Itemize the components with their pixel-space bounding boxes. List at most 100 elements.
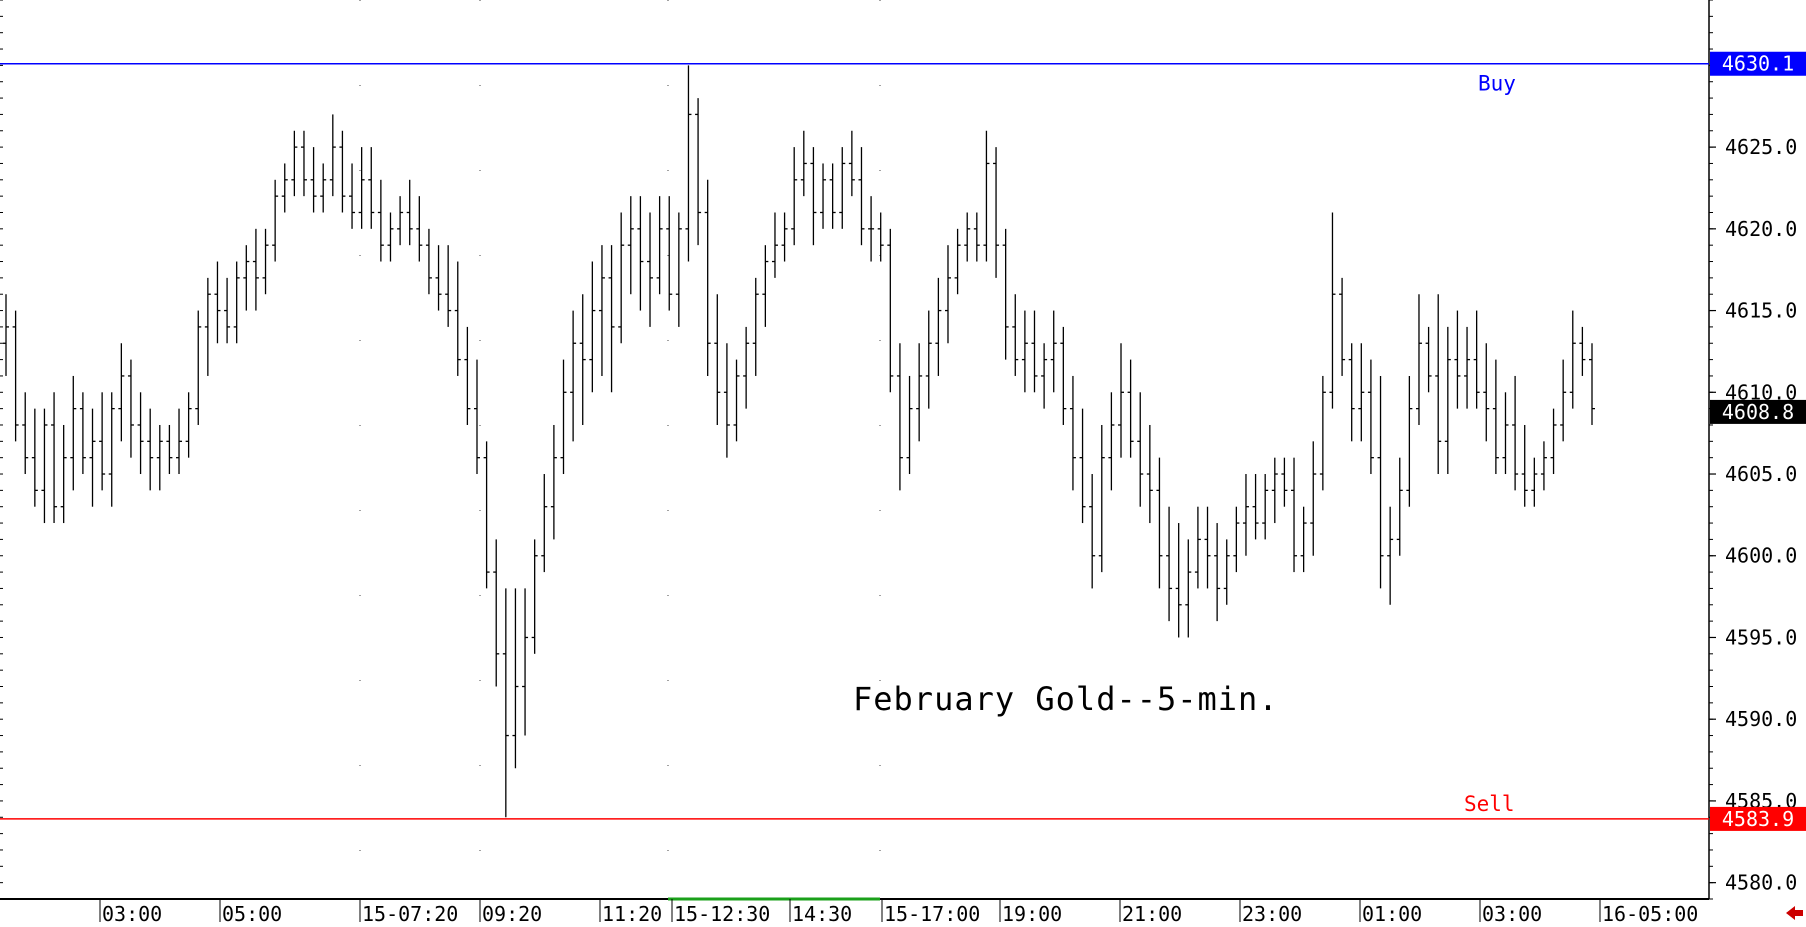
ohlc-bar xyxy=(1483,343,1490,442)
ohlc-bar xyxy=(1041,343,1048,409)
x-tick-label: 15-12:30 xyxy=(674,902,770,926)
ohlc-bar xyxy=(51,392,58,524)
buy-label: Buy xyxy=(1478,72,1516,96)
x-tick-label: 19:00 xyxy=(1002,902,1062,926)
ohlc-bar xyxy=(1002,228,1009,360)
ohlc-bar xyxy=(877,212,884,262)
ohlc-bar xyxy=(1473,310,1480,409)
ohlc-bar xyxy=(714,294,721,425)
ohlc-bar xyxy=(983,130,990,262)
ohlc-bar xyxy=(1319,375,1326,491)
ohlc-bar xyxy=(810,147,817,246)
ohlc-bar xyxy=(1358,343,1365,442)
ohlc-bar xyxy=(358,147,365,229)
sell-label: Sell xyxy=(1464,792,1515,816)
ohlc-bar xyxy=(560,359,567,475)
ohlc-bar xyxy=(762,245,769,327)
ohlc-bar xyxy=(522,588,529,736)
ohlc-bar xyxy=(733,359,740,442)
ohlc-bar xyxy=(541,474,548,573)
ohlc-bar xyxy=(589,261,596,393)
ohlc-bar xyxy=(1079,408,1086,524)
x-tick-label: 09:20 xyxy=(482,902,542,926)
ohlc-bar xyxy=(935,277,942,376)
ohlc-bar xyxy=(262,228,269,295)
ohlc-bar xyxy=(243,245,250,311)
ohlc-bar xyxy=(868,196,875,262)
ohlc-bar xyxy=(647,212,654,327)
ohlc-bar xyxy=(1569,310,1576,409)
ohlc-bar xyxy=(502,588,509,818)
ohlc-bar xyxy=(570,310,577,442)
x-tick-label: 03:00 xyxy=(1482,902,1542,926)
ohlc-bar xyxy=(300,130,307,197)
ohlc-bar xyxy=(743,326,750,409)
ohlc-bar xyxy=(1435,294,1442,475)
x-tick-label: 03:00 xyxy=(102,902,162,926)
ohlc-bar xyxy=(771,212,778,278)
ohlc-bar xyxy=(1050,310,1057,393)
y-tick-label: 4625.0 xyxy=(1725,135,1797,159)
ohlc-bar xyxy=(1589,343,1595,425)
ohlc-bar xyxy=(1089,474,1096,589)
ohlc-bar xyxy=(416,196,423,262)
ohlc-bar xyxy=(1300,506,1307,573)
ohlc-bar xyxy=(791,147,798,246)
ohlc-bar xyxy=(1531,457,1538,507)
x-axis: 03:00 05:00 15-07:20 09:20 11:20 15-12:30 14:3… xyxy=(99,899,1698,926)
ohlc-bar xyxy=(637,196,644,311)
ohlc-bar xyxy=(329,114,336,197)
ohlc-bar xyxy=(1425,326,1432,393)
ohlc-bar xyxy=(954,228,961,295)
ohlc-bar xyxy=(291,130,298,197)
ohlc-bar xyxy=(598,245,605,376)
ohlc-bar xyxy=(973,212,980,262)
ohlc-bar xyxy=(1223,539,1230,605)
ohlc-bar xyxy=(1377,375,1384,589)
ohlc-bar xyxy=(339,130,346,213)
ohlc-bar xyxy=(964,212,971,262)
ohlc-bar xyxy=(1579,326,1586,376)
ohlc-bar xyxy=(1406,375,1413,507)
y-tick-label: 4605.0 xyxy=(1725,462,1797,486)
ohlc-bar xyxy=(473,359,480,475)
ohlc-bar xyxy=(704,179,711,376)
ohlc-bar xyxy=(31,408,38,507)
ohlc-bar xyxy=(1464,326,1471,409)
chart-title: February Gold--5-min. xyxy=(853,680,1279,718)
ohlc-bar xyxy=(397,196,404,246)
ohlc-bar xyxy=(781,212,788,262)
ohlc-bar xyxy=(752,277,759,376)
ohlc-bar xyxy=(800,130,807,197)
ohlc-bar xyxy=(166,424,173,475)
ohlc-bar xyxy=(829,163,836,229)
x-tick-label: 21:00 xyxy=(1122,902,1182,926)
ohlc-bar xyxy=(1185,539,1192,638)
ohlc-bar xyxy=(618,212,625,344)
ohlc-bar xyxy=(435,245,442,311)
ohlc-bar xyxy=(3,294,9,376)
ohlc-bar xyxy=(1021,310,1028,393)
ohlc-bar xyxy=(368,147,375,229)
ohlc-bar xyxy=(60,424,67,524)
ohlc-bar xyxy=(147,408,154,491)
y-tick-label: 4600.0 xyxy=(1725,544,1797,568)
ohlc-bar xyxy=(944,245,951,344)
ohlc-bar xyxy=(993,147,1000,278)
ohlc-bar xyxy=(89,408,96,507)
ohlc-bar xyxy=(118,343,125,442)
ohlc-bar xyxy=(406,179,413,246)
ohlc-bar xyxy=(464,326,471,425)
y-axis: 4580.04585.04590.04595.04600.04605.04610… xyxy=(0,0,1797,900)
ohlc-bar xyxy=(1060,326,1067,425)
ohlc-bar xyxy=(848,130,855,197)
ohlc-bar xyxy=(70,375,77,491)
ohlc-bar xyxy=(608,245,615,393)
ohlc-bar xyxy=(858,147,865,246)
scroll-right-arrow-icon[interactable] xyxy=(1786,906,1803,920)
ohlc-bar xyxy=(454,261,461,376)
ohlc-bar xyxy=(1012,294,1019,376)
ohlc-bar xyxy=(1252,474,1259,540)
x-tick-label: 14:30 xyxy=(792,902,852,926)
